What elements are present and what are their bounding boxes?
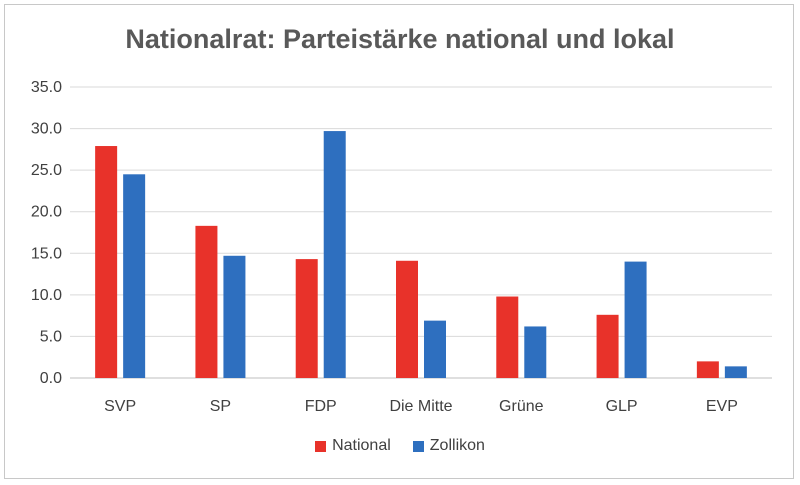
- chart-title: Nationalrat: Parteistärke national und l…: [125, 24, 675, 54]
- y-tick-label: 10.0: [31, 287, 62, 304]
- bar-national-glp: [596, 314, 619, 378]
- legend-swatch-zollikon: [412, 440, 424, 452]
- y-tick-label: 25.0: [31, 162, 62, 179]
- x-category-label: SP: [210, 398, 231, 415]
- bar-national-grüne: [496, 296, 519, 378]
- bar-national-die-mitte: [396, 260, 418, 378]
- bar-zollikon-fdp: [323, 131, 346, 378]
- legend-item-national: National: [315, 437, 391, 455]
- x-category-label: FDP: [305, 398, 337, 415]
- bar-national-evp: [696, 361, 719, 378]
- bar-national-svp: [95, 146, 118, 378]
- x-category-label: EVP: [706, 398, 738, 415]
- bar-zollikon-sp: [223, 255, 246, 378]
- bar-zollikon-evp: [724, 366, 747, 378]
- y-tick-label: 30.0: [31, 121, 62, 138]
- x-category-label: Die Mitte: [389, 398, 452, 415]
- y-tick-label: 0.0: [40, 370, 62, 387]
- legend: National Zollikon: [0, 437, 800, 455]
- bar-zollikon-grüne: [524, 326, 547, 378]
- bar-national-fdp: [295, 259, 318, 378]
- bar-zollikon-glp: [624, 261, 647, 378]
- y-tick-label: 35.0: [31, 79, 62, 96]
- x-category-label: Grüne: [499, 398, 544, 415]
- y-tick-label: 5.0: [40, 328, 62, 345]
- legend-label-zollikon: Zollikon: [429, 437, 485, 454]
- legend-item-zollikon: Zollikon: [412, 437, 485, 455]
- bar-zollikon-die-mitte: [424, 320, 446, 378]
- x-category-label: GLP: [606, 398, 638, 415]
- bar-national-sp: [195, 225, 218, 378]
- x-category-label: SVP: [104, 398, 136, 415]
- legend-swatch-national: [315, 440, 327, 452]
- bar-zollikon-svp: [123, 174, 146, 378]
- y-tick-label: 20.0: [31, 204, 62, 221]
- legend-label-national: National: [332, 437, 391, 454]
- y-tick-label: 15.0: [31, 245, 62, 262]
